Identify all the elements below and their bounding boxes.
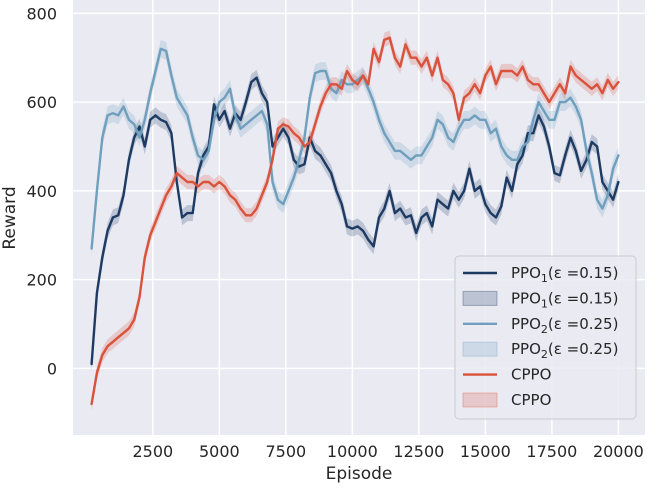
legend-label: CPPO <box>511 391 551 409</box>
y-tick-label: 400 <box>26 182 57 201</box>
y-tick-label: 800 <box>26 4 57 23</box>
legend-label: PPO1(ε =0.15) <box>511 264 618 285</box>
y-tick-label: 600 <box>26 93 57 112</box>
confidence-bands <box>91 30 619 411</box>
series-3-line <box>90 36 620 406</box>
legend: PPO1(ε =0.15) PPO1(ε =0.15) PPO2(ε =0.25) P… <box>454 255 637 420</box>
x-tick-label: 7500 <box>265 442 306 461</box>
series-lines <box>90 36 620 406</box>
legend-band-swatch <box>462 341 498 357</box>
series-1-confidence-band <box>91 69 619 372</box>
legend-label: PPO2(ε =0.25) <box>511 340 618 361</box>
x-tick-label: 2500 <box>132 442 173 461</box>
legend-label: PPO1(ε =0.15) <box>511 289 618 310</box>
x-tick-label: 12500 <box>393 442 444 461</box>
y-tick-label: 200 <box>26 271 57 290</box>
x-tick-label: 17500 <box>526 442 577 461</box>
x-tick-labels: 2500 5000 7500 10000 12500 15000 17500 20000 <box>132 442 643 461</box>
y-axis-label: Reward <box>0 186 20 249</box>
legend-box <box>454 255 637 420</box>
legend-label: CPPO <box>511 366 551 384</box>
series-2-confidence-band <box>91 39 619 258</box>
x-tick-label: 15000 <box>460 442 511 461</box>
x-tick-label: 20000 <box>593 442 644 461</box>
x-tick-label: 10000 <box>327 442 378 461</box>
legend-band-swatch <box>462 290 498 306</box>
legend-band-swatch <box>462 392 498 408</box>
y-tick-labels: 0 200 400 600 800 <box>26 4 57 378</box>
legend-label: PPO2(ε =0.25) <box>511 315 618 336</box>
y-tick-label: 0 <box>47 359 57 378</box>
x-axis-label: Episode <box>326 464 393 484</box>
x-tick-label: 5000 <box>199 442 240 461</box>
